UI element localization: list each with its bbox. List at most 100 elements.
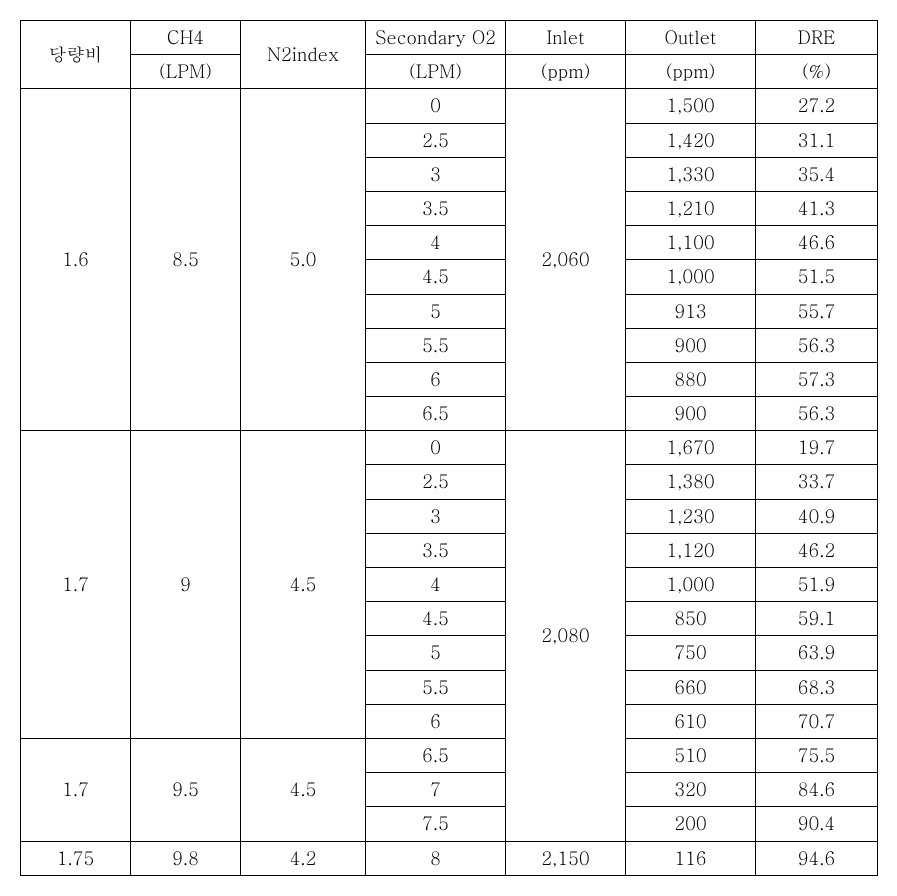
cell-eqratio: 1.6 xyxy=(21,89,131,431)
table-row: 1.794.502,0801,67019.7 xyxy=(21,431,878,465)
header-inlet-unit: (ppm) xyxy=(506,55,626,89)
header-eqratio: 당량비 xyxy=(21,21,131,89)
cell-outlet: 1,000 xyxy=(626,568,756,602)
cell-outlet: 1,420 xyxy=(626,123,756,157)
cell-dre: 41.3 xyxy=(756,191,878,225)
cell-seco2: 0 xyxy=(366,89,506,123)
header-seco2-unit: (LPM) xyxy=(366,55,506,89)
cell-dre: 35.4 xyxy=(756,157,878,191)
header-n2index: N2index xyxy=(241,21,366,89)
cell-n2index: 4.5 xyxy=(241,431,366,739)
cell-seco2: 7 xyxy=(366,773,506,807)
data-table: 당량비 CH4 N2index Secondary O2 Inlet Outle… xyxy=(20,20,878,876)
cell-seco2: 6 xyxy=(366,362,506,396)
cell-seco2: 5.5 xyxy=(366,328,506,362)
cell-dre: 94.6 xyxy=(756,841,878,875)
table-row: 1.759.84.282,15011694.6 xyxy=(21,841,878,875)
cell-outlet: 850 xyxy=(626,602,756,636)
cell-ch4: 9.8 xyxy=(131,841,241,875)
cell-inlet: 2,080 xyxy=(506,431,626,841)
cell-outlet: 320 xyxy=(626,773,756,807)
cell-ch4: 9.5 xyxy=(131,738,241,841)
cell-outlet: 510 xyxy=(626,738,756,772)
cell-dre: 31.1 xyxy=(756,123,878,157)
cell-ch4: 8.5 xyxy=(131,89,241,431)
cell-dre: 84.6 xyxy=(756,773,878,807)
cell-outlet: 1,000 xyxy=(626,260,756,294)
cell-ch4: 9 xyxy=(131,431,241,739)
cell-dre: 70.7 xyxy=(756,704,878,738)
cell-dre: 63.9 xyxy=(756,636,878,670)
cell-seco2: 5 xyxy=(366,636,506,670)
cell-seco2: 8 xyxy=(366,841,506,875)
cell-seco2: 4 xyxy=(366,226,506,260)
cell-outlet: 1,330 xyxy=(626,157,756,191)
table-body: 1.68.55.002,0601,50027.2 2.5 1,42031.1 3 1,3… xyxy=(21,89,878,875)
cell-eqratio: 1.75 xyxy=(21,841,131,875)
header-dre-unit: (%) xyxy=(756,55,878,89)
cell-outlet: 1,210 xyxy=(626,191,756,225)
cell-dre: 46.2 xyxy=(756,533,878,567)
cell-n2index: 5.0 xyxy=(241,89,366,431)
cell-dre: 40.9 xyxy=(756,499,878,533)
cell-n2index: 4.2 xyxy=(241,841,366,875)
cell-seco2: 3.5 xyxy=(366,533,506,567)
header-seco2: Secondary O2 xyxy=(366,21,506,55)
cell-n2index: 4.5 xyxy=(241,738,366,841)
cell-seco2: 3.5 xyxy=(366,191,506,225)
cell-outlet: 200 xyxy=(626,807,756,841)
cell-outlet: 1,120 xyxy=(626,533,756,567)
cell-dre: 46.6 xyxy=(756,226,878,260)
cell-dre: 55.7 xyxy=(756,294,878,328)
cell-dre: 27.2 xyxy=(756,89,878,123)
cell-dre: 90.4 xyxy=(756,807,878,841)
cell-outlet: 1,380 xyxy=(626,465,756,499)
header-ch4: CH4 xyxy=(131,21,241,55)
cell-outlet: 1,230 xyxy=(626,499,756,533)
header-dre: DRE xyxy=(756,21,878,55)
cell-seco2: 3 xyxy=(366,157,506,191)
cell-seco2: 0 xyxy=(366,431,506,465)
cell-inlet: 2,060 xyxy=(506,89,626,431)
cell-outlet: 880 xyxy=(626,362,756,396)
cell-outlet: 1,500 xyxy=(626,89,756,123)
cell-seco2: 4.5 xyxy=(366,602,506,636)
cell-inlet: 2,150 xyxy=(506,841,626,875)
cell-outlet: 913 xyxy=(626,294,756,328)
cell-dre: 56.3 xyxy=(756,397,878,431)
cell-dre: 19.7 xyxy=(756,431,878,465)
cell-dre: 68.3 xyxy=(756,670,878,704)
cell-seco2: 5.5 xyxy=(366,670,506,704)
cell-seco2: 7.5 xyxy=(366,807,506,841)
table-header: 당량비 CH4 N2index Secondary O2 Inlet Outle… xyxy=(21,21,878,89)
cell-dre: 56.3 xyxy=(756,328,878,362)
header-outlet-unit: (ppm) xyxy=(626,55,756,89)
cell-seco2: 2.5 xyxy=(366,123,506,157)
cell-eqratio: 1.7 xyxy=(21,738,131,841)
cell-outlet: 660 xyxy=(626,670,756,704)
header-ch4-unit: (LPM) xyxy=(131,55,241,89)
cell-seco2: 4.5 xyxy=(366,260,506,294)
cell-seco2: 6.5 xyxy=(366,738,506,772)
cell-seco2: 3 xyxy=(366,499,506,533)
cell-outlet: 900 xyxy=(626,397,756,431)
header-outlet: Outlet xyxy=(626,21,756,55)
cell-dre: 33.7 xyxy=(756,465,878,499)
cell-dre: 59.1 xyxy=(756,602,878,636)
cell-seco2: 2.5 xyxy=(366,465,506,499)
cell-seco2: 6 xyxy=(366,704,506,738)
cell-outlet: 1,100 xyxy=(626,226,756,260)
cell-dre: 51.5 xyxy=(756,260,878,294)
table-row: 1.79.54.56.551075.5 xyxy=(21,738,878,772)
cell-dre: 75.5 xyxy=(756,738,878,772)
cell-dre: 57.3 xyxy=(756,362,878,396)
cell-outlet: 900 xyxy=(626,328,756,362)
cell-outlet: 610 xyxy=(626,704,756,738)
cell-seco2: 4 xyxy=(366,568,506,602)
cell-outlet: 116 xyxy=(626,841,756,875)
header-inlet: Inlet xyxy=(506,21,626,55)
cell-outlet: 1,670 xyxy=(626,431,756,465)
cell-seco2: 5 xyxy=(366,294,506,328)
cell-seco2: 6.5 xyxy=(366,397,506,431)
cell-dre: 51.9 xyxy=(756,568,878,602)
